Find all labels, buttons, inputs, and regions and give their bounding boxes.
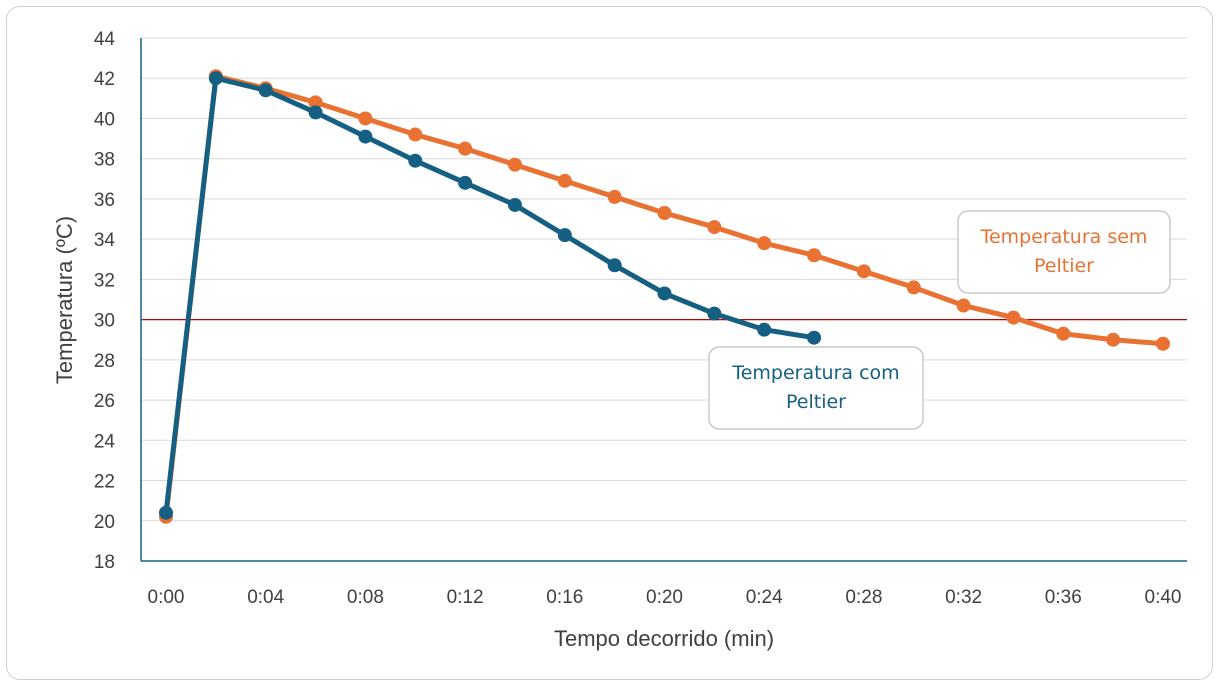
y-tick-label: 34 <box>94 230 116 251</box>
data-point <box>1106 332 1121 347</box>
data-point <box>408 127 423 142</box>
data-point <box>159 505 173 520</box>
data-point <box>657 286 672 301</box>
callout-com-peltier: Temperatura com Peltier <box>708 346 924 430</box>
y-tick-label: 24 <box>94 431 116 452</box>
callout-label: Peltier <box>786 391 846 413</box>
series-line <box>163 75 817 516</box>
x-tick-label: 0:24 <box>746 587 783 608</box>
callout-box <box>957 210 1171 294</box>
y-tick-label: 26 <box>94 391 115 412</box>
x-tick-label: 0:20 <box>646 587 683 608</box>
series-sem-peltier <box>159 69 1170 524</box>
x-tick-label: 0:08 <box>347 587 384 608</box>
callout-box <box>708 346 924 430</box>
data-point <box>707 306 722 321</box>
data-point <box>807 248 822 263</box>
data-point <box>308 105 323 120</box>
data-point <box>1056 326 1071 341</box>
y-axis-title: Temperatura (ºC) <box>52 216 77 384</box>
x-axis-title: Tempo decorrido (min) <box>554 626 774 651</box>
x-tick-label: 0:16 <box>546 587 583 608</box>
y-tick-label: 44 <box>94 29 116 50</box>
y-tick-label: 42 <box>94 69 115 90</box>
data-point <box>458 175 473 190</box>
x-tick-label: 0:36 <box>1045 587 1082 608</box>
y-tick-label: 32 <box>94 270 115 291</box>
data-point <box>308 95 323 110</box>
data-point <box>258 83 273 98</box>
data-point <box>458 141 473 156</box>
callouts: Temperatura com Peltier Temperatura sem Pel… <box>708 210 1171 430</box>
data-point <box>856 264 871 279</box>
data-point <box>507 157 522 172</box>
y-tick-label: 28 <box>94 351 115 372</box>
data-point <box>208 71 223 86</box>
data-point <box>557 228 572 243</box>
y-tick-label: 30 <box>94 311 115 332</box>
data-point <box>557 173 572 188</box>
callout-label: Temperatura sem <box>980 226 1148 248</box>
x-tick-label: 0:32 <box>945 587 982 608</box>
data-point <box>358 129 373 144</box>
x-tick-label: 0:04 <box>247 587 284 608</box>
data-point <box>906 280 921 295</box>
x-tick-label: 0:40 <box>1145 587 1182 608</box>
y-tick-label: 18 <box>94 552 115 573</box>
y-tick-label: 22 <box>94 472 115 493</box>
y-tick-label: 38 <box>94 150 115 171</box>
y-tick-label: 20 <box>94 512 115 533</box>
data-point <box>1156 336 1170 351</box>
data-point <box>657 206 672 221</box>
series-group <box>159 69 1170 524</box>
axes: 18 20 22 24 26 28 30 32 34 36 38 40 42 44 0:00 0:04 0:08… <box>94 29 1187 608</box>
data-point <box>408 153 423 168</box>
x-tick-label: 0:12 <box>447 587 484 608</box>
data-point <box>807 330 822 345</box>
data-point <box>757 236 772 251</box>
y-tick-label: 40 <box>94 109 115 130</box>
callout-label: Temperatura com <box>731 362 899 384</box>
data-point <box>757 322 772 337</box>
data-point <box>607 189 622 204</box>
series-com-peltier <box>159 71 822 520</box>
callout-sem-peltier: Temperatura sem Peltier <box>957 210 1171 294</box>
data-point <box>956 298 971 313</box>
y-tick-label: 36 <box>94 190 115 211</box>
data-point <box>1006 310 1021 325</box>
data-point <box>358 111 373 126</box>
data-point <box>707 220 722 235</box>
data-point <box>507 197 522 212</box>
x-tick-label: 0:00 <box>148 587 185 608</box>
data-point <box>607 258 622 273</box>
x-tick-label: 0:28 <box>845 587 882 608</box>
callout-label: Peltier <box>1034 255 1094 277</box>
